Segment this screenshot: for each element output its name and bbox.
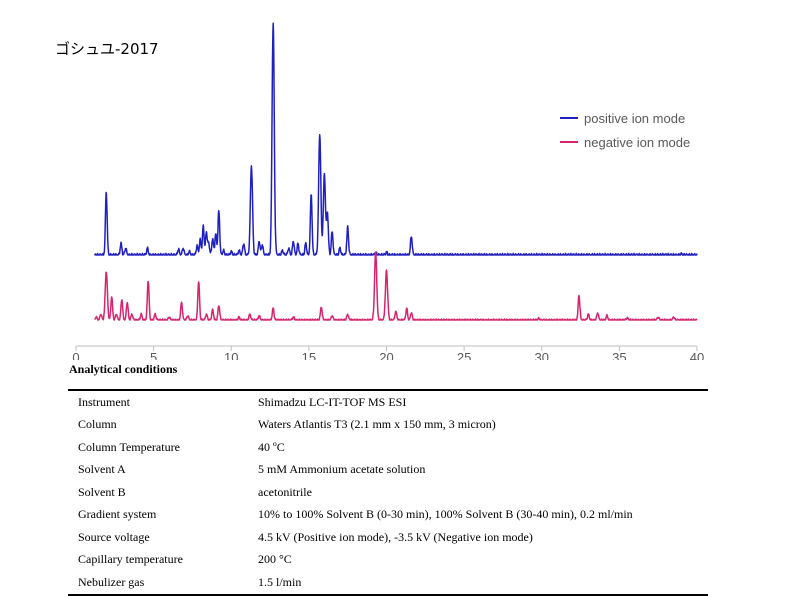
sample-title: ゴシュユ-2017 (55, 40, 159, 58)
table-row: Column Waters Atlantis T3 (2.1 mm x 150 m… (68, 414, 708, 437)
conditions-table: Instrument Shimadzu LC-IT-TOF MS ESI Colu… (68, 389, 708, 596)
conditions-heading: Analytical conditions (69, 362, 178, 376)
param-name: Instrument (78, 394, 130, 409)
legend-swatch-positive (560, 117, 578, 119)
param-name: Capillary temperature (78, 552, 183, 567)
x-tick-label: 40 (690, 350, 704, 360)
x-tick-label: 10 (224, 350, 238, 360)
param-value: 200 °C (258, 552, 292, 567)
param-name: Gradient system (78, 507, 157, 522)
legend-label-positive: positive ion mode (584, 110, 686, 126)
param-value: 10% to 100% Solvent B (0-30 min), 100% S… (258, 507, 633, 522)
param-name: Solvent B (78, 484, 126, 499)
param-name: Solvent A (78, 462, 126, 477)
x-tick-label: 20 (379, 350, 393, 360)
table-row: Nebulizer gas 1.5 l/min (68, 571, 708, 595)
table-row: Capillary temperature 200 °C (68, 549, 708, 572)
chromatogram-chart: 0 5 10 15 20 25 30 35 40 (72, 22, 704, 360)
table-row: Instrument Shimadzu LC-IT-TOF MS ESI (68, 390, 708, 414)
positive-ion-trace (93, 22, 698, 256)
legend: positive ion mode negative ion mode (560, 106, 690, 154)
table-row: Solvent A 5 mM Ammonium acetate solution (68, 459, 708, 482)
x-tick-label: 0 (72, 350, 79, 360)
param-value: 4.5 kV (Positive ion mode), -3.5 kV (Neg… (258, 529, 533, 544)
param-name: Column Temperature (78, 439, 180, 454)
param-name: Column (78, 417, 117, 432)
x-tick-label: 30 (535, 350, 549, 360)
param-value: 1.5 l/min (258, 574, 302, 589)
x-tick-label: 25 (457, 350, 471, 360)
param-name: Source voltage (78, 529, 150, 544)
x-tick-label: 35 (612, 350, 626, 360)
x-tick-label: 5 (150, 350, 157, 360)
x-axis-ticks: 0 5 10 15 20 25 30 35 40 (72, 346, 704, 360)
legend-item-positive: positive ion mode (560, 106, 690, 130)
param-value: 40 ºC (258, 439, 285, 454)
param-value: Waters Atlantis T3 (2.1 mm x 150 mm, 3 m… (258, 417, 496, 432)
legend-label-negative: negative ion mode (584, 134, 691, 150)
param-value: Shimadzu LC-IT-TOF MS ESI (258, 394, 407, 409)
table-row: Gradient system 10% to 100% Solvent B (0-… (68, 504, 708, 527)
legend-item-negative: negative ion mode (560, 130, 690, 154)
table-row: Column Temperature 40 ºC (68, 436, 708, 459)
table-row: Solvent B acetonitrile (68, 481, 708, 504)
negative-ion-trace (94, 251, 698, 321)
table-row: Source voltage 4.5 kV (Positive ion mode)… (68, 526, 708, 549)
param-value: 5 mM Ammonium acetate solution (258, 462, 426, 477)
legend-swatch-negative (560, 141, 578, 143)
x-tick-label: 15 (302, 350, 316, 360)
param-value: acetonitrile (258, 484, 312, 499)
param-name: Nebulizer gas (78, 574, 145, 589)
